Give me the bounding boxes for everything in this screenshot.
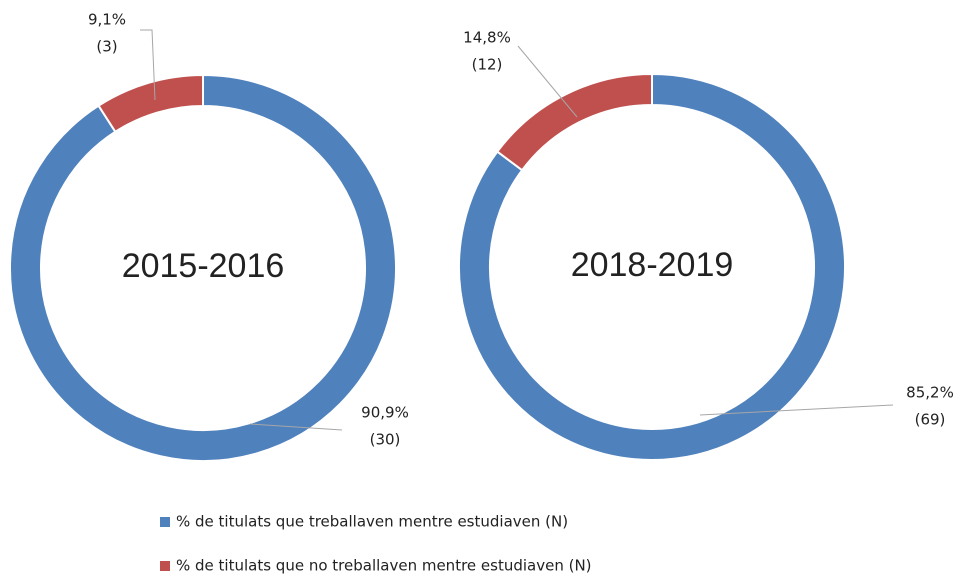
legend-swatch (160, 517, 170, 527)
count-label: (12) (472, 56, 503, 74)
leader-line (140, 29, 156, 101)
leader-line (249, 423, 343, 431)
donut-segment (97, 73, 204, 134)
donut-title: 2018-2019 (571, 246, 734, 284)
donut-segment (9, 73, 397, 462)
count-label: (30) (370, 431, 401, 449)
leader-line (517, 45, 578, 118)
legend-label: % de titulats que no treballaven mentre … (176, 557, 592, 575)
count-label: (3) (96, 38, 117, 56)
count-label: (69) (915, 411, 946, 429)
donut-segment (458, 72, 846, 461)
data-label: 9,1% (88, 11, 126, 29)
data-label: 90,9% (361, 404, 409, 422)
legend-swatch (160, 561, 170, 571)
data-label: 85,2% (906, 384, 954, 402)
data-label: 14,8% (463, 29, 511, 47)
leader-line (699, 404, 894, 416)
legend-label: % de titulats que treballaven mentre est… (176, 513, 568, 531)
donut-title: 2015-2016 (122, 247, 285, 285)
donut-segment (495, 72, 653, 172)
